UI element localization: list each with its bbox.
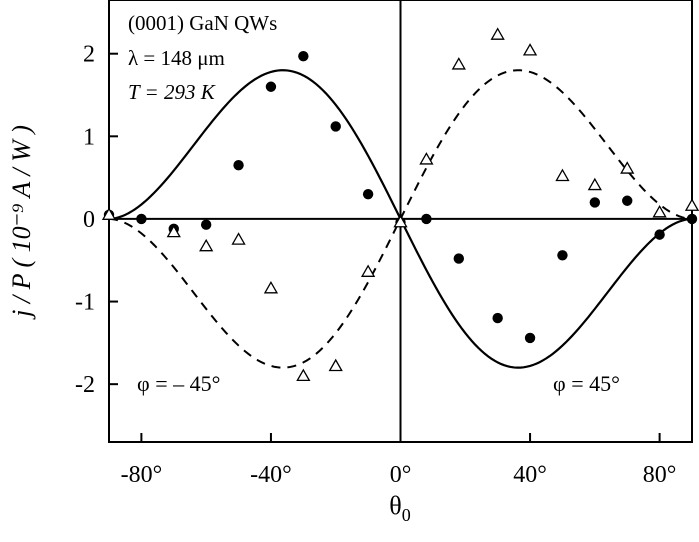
data-point-triangle [263,281,279,294]
data-point-triangle [296,368,311,382]
x-tick-label: 40° [513,462,547,488]
data-point-circle [492,312,503,324]
data-point-circle [362,188,374,200]
data-point-circle [200,219,212,230]
data-point-circle [686,213,698,225]
annotation-wavelength: λ = 148 μm [128,46,225,70]
data-point-triangle [451,57,466,70]
annotation-temperature: T = 293 K [128,80,216,104]
data-point-triangle [522,43,538,56]
data-point-triangle [328,358,343,372]
x-axis-title: θ0 [389,491,410,525]
data-point-circle [421,213,432,225]
data-point-triangle [101,207,117,220]
y-tick-label: 0 [83,207,95,233]
x-axis-title-subscript: 0 [402,505,411,525]
data-point-circle [136,213,147,225]
x-tick-label: -80° [121,462,163,488]
data-point-circle [589,197,601,208]
axis-ticks: -80° -40° 0° 40° 80° 2 1 0 -1 -2 [75,42,676,488]
data-point-circle [265,81,277,92]
annotation-sample: (0001) GaN QWs [128,11,277,35]
data-point-circle [557,250,568,261]
x-tick-label: 80° [643,462,677,488]
data-points [101,27,699,382]
data-point-circle [453,253,464,264]
data-point-circle [524,332,536,344]
data-point-triangle [393,214,408,228]
data-point-triangle [490,27,505,40]
data-point-triangle [419,152,434,165]
data-point-triangle [587,177,602,191]
data-point-triangle [652,205,667,218]
data-point-triangle [620,161,635,174]
data-point-circle [622,195,633,206]
data-point-triangle [555,168,570,182]
data-point-circle [654,229,665,240]
data-point-triangle [166,224,181,238]
data-point-triangle [231,232,246,245]
y-tick-label: 1 [83,124,95,150]
annotation-phi-right: φ = 45° [553,371,620,396]
data-point-circle [330,121,341,132]
x-tick-label: 0° [390,462,412,488]
y-tick-label: 2 [83,42,95,68]
data-point-circle [298,50,309,62]
data-point-triangle [360,264,376,277]
data-point-triangle [684,198,699,211]
data-point-circle [233,160,244,171]
annotation-phi-left: φ = – 45° [137,371,220,396]
y-axis-title: j / P ( 10⁻⁹ A / W ) [7,125,36,320]
x-tick-label: -40° [250,462,292,488]
y-tick-label: -1 [75,290,95,316]
y-tick-label: -2 [75,372,95,398]
data-point-triangle [199,238,214,252]
